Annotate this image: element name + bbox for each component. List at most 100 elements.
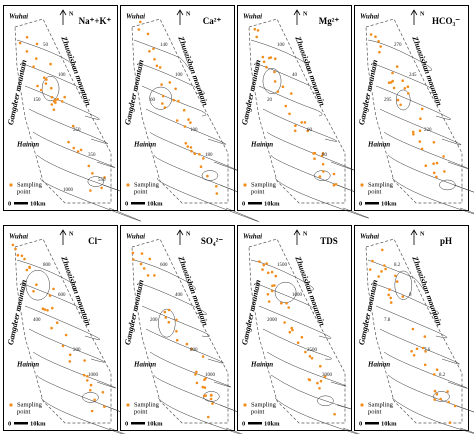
city-label: Wuhai	[360, 13, 379, 21]
sampling-point	[255, 35, 258, 39]
sampling-point	[50, 326, 53, 330]
legend-symbol	[9, 183, 13, 187]
sampling-point	[45, 78, 48, 81]
sampling-point	[369, 33, 373, 36]
study-area-boundary	[131, 238, 229, 424]
scale-label: 10km	[30, 200, 46, 207]
scale-label: 0	[125, 420, 128, 427]
contour-label: 7.6	[424, 348, 431, 353]
scale-label: 10km	[30, 420, 46, 427]
sampling-point	[313, 151, 317, 155]
sampling-point	[442, 155, 445, 158]
sampling-point	[395, 280, 399, 283]
sampling-point	[209, 394, 213, 397]
sampling-point	[266, 271, 270, 275]
sampling-point	[160, 83, 163, 86]
sampling-point	[304, 350, 307, 354]
contour-label: 550	[98, 178, 106, 183]
north-arrow	[59, 229, 67, 245]
scale-label: 10km	[381, 420, 397, 427]
contour-line	[317, 395, 334, 407]
sampling-point	[318, 175, 322, 178]
contour-line	[157, 177, 259, 222]
sampling-point	[152, 47, 155, 51]
legend-label: Sampling	[368, 401, 394, 408]
sampling-point	[201, 355, 205, 358]
sampling-point	[395, 65, 399, 68]
contour-line	[375, 305, 448, 339]
sampling-point	[271, 284, 274, 288]
city-label: Hainan	[16, 361, 39, 369]
sampling-point	[380, 270, 383, 273]
contour-label: 1000	[63, 188, 74, 193]
legend-symbol	[243, 403, 247, 407]
contour-label: 8.2	[394, 263, 401, 268]
legend-symbol	[9, 403, 13, 407]
sampling-point	[61, 344, 65, 348]
contour-label: 245	[409, 73, 417, 78]
contour-line	[16, 259, 77, 291]
sampling-point	[153, 58, 156, 61]
north-label: N	[303, 11, 308, 17]
sampling-point	[93, 398, 96, 402]
scale-label: 10km	[264, 200, 280, 207]
sampling-point	[435, 161, 439, 165]
scale-label: 0	[242, 200, 245, 207]
study-area-boundary	[14, 238, 112, 424]
sampling-point	[209, 397, 213, 401]
sampling-point	[283, 321, 286, 324]
contour-line	[28, 328, 105, 363]
scale-bar	[365, 422, 379, 425]
contour-line	[383, 351, 468, 389]
sampling-point	[199, 165, 203, 168]
panel-title: Cl⁻	[88, 236, 102, 246]
sampling-point	[204, 394, 207, 397]
sampling-point	[399, 103, 402, 107]
contour-line	[201, 170, 219, 181]
contour-label: 20	[267, 98, 273, 103]
sampling-point	[303, 121, 307, 124]
contour-line	[371, 282, 439, 315]
sampling-point	[290, 326, 293, 330]
contour-label: 200	[150, 318, 158, 323]
legend-label: point	[368, 408, 382, 415]
contour-label: 800	[190, 348, 198, 353]
sampling-point	[89, 389, 92, 392]
sampling-point	[412, 354, 416, 357]
sampling-point	[273, 80, 277, 83]
sampling-point	[285, 302, 288, 305]
scale-bar	[131, 422, 145, 425]
contour-line	[314, 170, 331, 181]
sampling-point	[50, 86, 53, 90]
sampling-point	[146, 274, 150, 277]
north-arrow	[410, 9, 418, 25]
contour-line	[25, 269, 50, 301]
sampling-point	[48, 294, 52, 297]
sampling-point	[387, 81, 391, 84]
sampling-point	[306, 129, 309, 133]
legend-label: point	[17, 188, 31, 195]
sampling-point	[164, 316, 167, 319]
sampling-point	[261, 268, 264, 271]
sampling-point	[418, 140, 422, 143]
sampling-point	[172, 98, 176, 102]
sampling-point	[190, 347, 193, 351]
panel-frame	[354, 5, 469, 211]
sampling-point	[63, 95, 66, 99]
contour-line	[141, 85, 207, 117]
contour-line	[433, 391, 450, 402]
sampling-point	[368, 268, 372, 271]
north-label: N	[420, 231, 425, 237]
sampling-point	[103, 405, 106, 408]
sampling-point	[284, 104, 288, 108]
sampling-point	[387, 293, 390, 297]
sampling-point	[167, 320, 171, 324]
study-area-boundary	[365, 238, 463, 424]
sampling-point	[182, 108, 186, 112]
sampling-point	[203, 378, 206, 382]
contour-label: 100	[190, 128, 198, 133]
contour-line	[439, 179, 456, 191]
contour-line	[266, 131, 355, 171]
sampling-point	[25, 36, 29, 39]
